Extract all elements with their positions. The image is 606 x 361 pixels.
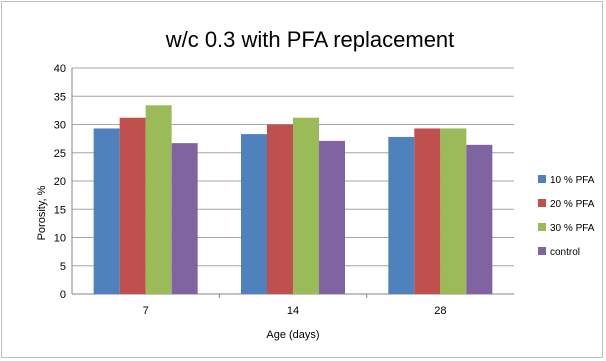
legend-entry: 30 % PFA xyxy=(550,223,595,234)
y-tick-label: 0 xyxy=(60,289,66,301)
y-tick-label: 35 xyxy=(54,91,66,103)
bar-20-pfa-7 xyxy=(119,117,146,294)
y-tick-label: 10 xyxy=(54,233,66,245)
bar-30-pfa-14 xyxy=(293,117,319,294)
x-tick-label: 28 xyxy=(434,305,446,317)
y-tick-label: 15 xyxy=(54,204,66,216)
legend-swatch xyxy=(538,175,546,183)
legend-entry: 10 % PFA xyxy=(550,175,595,186)
bar-control-7 xyxy=(171,143,198,294)
y-axis-label: Porosity, % xyxy=(36,185,48,240)
bar-10-pfa-7 xyxy=(93,128,120,294)
y-tick-label: 5 xyxy=(60,261,66,273)
y-tick-label: 40 xyxy=(54,63,66,75)
chart-title: w/c 0.3 with PFA replacement xyxy=(165,27,455,52)
bar-30-pfa-7 xyxy=(145,105,172,294)
bar-20-pfa-14 xyxy=(267,124,293,294)
bar-20-pfa-28 xyxy=(414,128,441,294)
legend-swatch xyxy=(538,247,546,255)
legend: 10 % PFA 20 % PFA 30 % PFA control xyxy=(538,175,595,258)
bar-30-pfa-28 xyxy=(440,128,467,294)
legend-swatch xyxy=(538,223,546,231)
y-tick-label: 20 xyxy=(54,176,66,188)
x-tick-label: 14 xyxy=(287,305,299,317)
x-tick-label: 7 xyxy=(143,305,149,317)
bar-10-pfa-14 xyxy=(241,134,267,294)
legend-swatch xyxy=(538,199,546,207)
tick-labels: 0 5 10 15 20 25 30 35 40 7 14 28 xyxy=(54,63,447,317)
bar-control-28 xyxy=(466,144,493,294)
y-tick-label: 30 xyxy=(54,120,66,132)
bar-control-14 xyxy=(319,140,345,294)
x-axis-label: Age (days) xyxy=(266,329,319,341)
bars xyxy=(93,105,493,294)
bar-10-pfa-28 xyxy=(388,136,415,294)
legend-entry: control xyxy=(550,247,580,258)
y-tick-label: 25 xyxy=(54,148,66,160)
legend-entry: 20 % PFA xyxy=(550,199,595,210)
